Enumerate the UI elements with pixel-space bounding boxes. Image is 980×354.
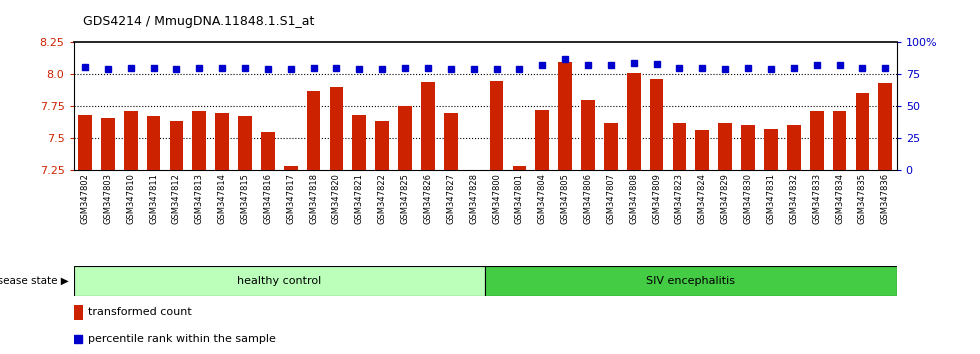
Bar: [627, 73, 641, 170]
Bar: [101, 118, 115, 170]
Bar: [329, 87, 343, 170]
Text: healthy control: healthy control: [237, 275, 321, 286]
Bar: [741, 125, 755, 170]
Text: GDS4214 / MmugDNA.11848.1.S1_at: GDS4214 / MmugDNA.11848.1.S1_at: [83, 15, 315, 28]
Bar: [398, 106, 412, 170]
Bar: [878, 83, 892, 170]
Text: transformed count: transformed count: [88, 307, 192, 317]
Bar: [672, 123, 686, 170]
Text: percentile rank within the sample: percentile rank within the sample: [88, 333, 276, 344]
Text: SIV encephalitis: SIV encephalitis: [647, 275, 735, 286]
Bar: [833, 111, 847, 170]
Bar: [192, 111, 206, 170]
Bar: [353, 115, 367, 170]
Bar: [238, 116, 252, 170]
Bar: [809, 111, 823, 170]
Bar: [375, 121, 389, 170]
Bar: [485, 266, 897, 296]
Bar: [444, 113, 458, 170]
Bar: [513, 166, 526, 170]
Bar: [535, 110, 549, 170]
Bar: [787, 125, 801, 170]
Bar: [147, 116, 161, 170]
Bar: [170, 121, 183, 170]
Bar: [604, 123, 617, 170]
Bar: [650, 79, 663, 170]
Bar: [718, 123, 732, 170]
Bar: [216, 113, 229, 170]
Bar: [261, 132, 274, 170]
Bar: [559, 62, 572, 170]
Bar: [696, 130, 710, 170]
Bar: [78, 115, 92, 170]
Bar: [856, 93, 869, 170]
Bar: [764, 129, 778, 170]
Bar: [581, 100, 595, 170]
Bar: [284, 166, 298, 170]
Bar: [74, 266, 485, 296]
Bar: [421, 82, 435, 170]
Bar: [74, 304, 83, 320]
Bar: [123, 111, 137, 170]
Text: disease state ▶: disease state ▶: [0, 275, 69, 286]
Bar: [490, 81, 504, 170]
Bar: [307, 91, 320, 170]
